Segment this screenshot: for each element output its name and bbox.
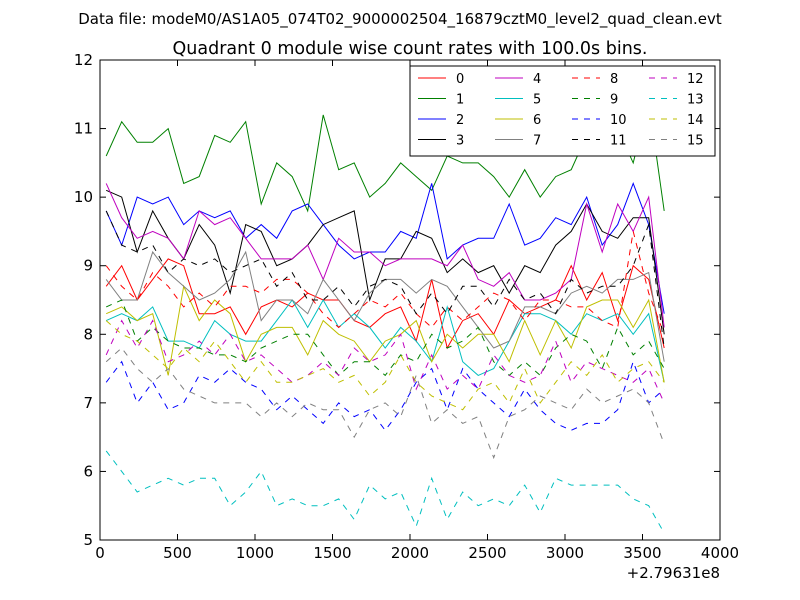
legend-label-9: 9: [610, 93, 618, 108]
x-tick-label: 0: [95, 544, 105, 562]
chart-title: Quadrant 0 module wise count rates with …: [173, 39, 648, 59]
series-line-13: [105, 450, 665, 534]
legend-label-12: 12: [687, 72, 704, 87]
legend-label-4: 4: [533, 72, 541, 87]
y-tick-label: 5: [83, 531, 93, 549]
legend-label-11: 11: [610, 134, 627, 149]
series-line-12: [105, 319, 665, 404]
series-line-11: [105, 210, 665, 349]
y-tick-label: 11: [74, 120, 93, 138]
y-tick-label: 6: [83, 462, 93, 480]
legend-label-2: 2: [456, 113, 464, 128]
legend-box: [409, 65, 716, 157]
series-line-3: [105, 189, 665, 335]
y-tick-label: 12: [74, 51, 93, 69]
chart-suptitle: Data file: modeM0/AS1A05_074T02_90000025…: [78, 10, 722, 29]
series-line-9: [105, 299, 665, 377]
legend-label-15: 15: [687, 134, 704, 149]
x-tick-label: 2000: [391, 544, 429, 562]
legend-label-13: 13: [687, 93, 704, 108]
legend-label-7: 7: [533, 134, 541, 149]
y-tick-label: 8: [83, 325, 93, 343]
legend-label-1: 1: [456, 93, 464, 108]
series-line-0: [105, 258, 665, 350]
y-tick-label: 9: [83, 257, 93, 275]
series-line-6: [105, 284, 665, 383]
legend-label-6: 6: [533, 113, 541, 128]
x-tick-label: 1000: [236, 544, 274, 562]
legend-label-0: 0: [456, 72, 464, 87]
x-tick-label: 4000: [701, 544, 739, 562]
series-line-14: [105, 320, 665, 411]
series-line-15: [105, 347, 665, 460]
x-tick-label: 3500: [623, 544, 661, 562]
legend-label-10: 10: [610, 113, 627, 128]
x-tick-label: 3000: [546, 544, 584, 562]
series-line-8: [105, 231, 665, 335]
x-tick-label: 500: [163, 544, 192, 562]
series-line-1: [105, 100, 665, 213]
legend-label-3: 3: [456, 134, 464, 149]
x-tick-label: 2500: [468, 544, 506, 562]
x-tick-label: 1500: [313, 544, 351, 562]
series-layer: [105, 100, 665, 534]
y-tick-label: 7: [83, 394, 93, 412]
legend-label-14: 14: [687, 113, 704, 128]
y-tick-label: 10: [74, 188, 93, 206]
axis-layer: 0 500 1000 1500 2000 2500 3000 3500 400056789101…: [74, 51, 739, 562]
legend-label-5: 5: [533, 93, 541, 108]
x-axis-offset-label: +2.79631e8: [627, 564, 720, 582]
legend-label-8: 8: [610, 72, 618, 87]
